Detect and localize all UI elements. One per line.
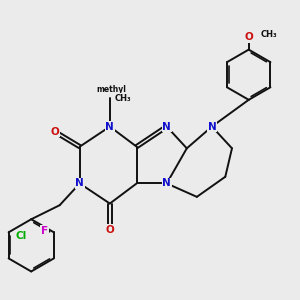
Text: F: F	[41, 226, 48, 236]
Text: O: O	[244, 32, 253, 42]
Text: Cl: Cl	[16, 231, 27, 241]
Text: N: N	[162, 122, 171, 132]
Text: CH₃: CH₃	[115, 94, 131, 103]
Text: O: O	[106, 225, 114, 235]
Text: N: N	[106, 122, 114, 132]
Text: N: N	[208, 122, 216, 132]
Text: CH₃: CH₃	[260, 30, 277, 39]
Text: N: N	[75, 178, 84, 188]
Text: N: N	[162, 178, 171, 188]
Text: methyl: methyl	[97, 85, 127, 94]
Text: O: O	[50, 127, 59, 136]
